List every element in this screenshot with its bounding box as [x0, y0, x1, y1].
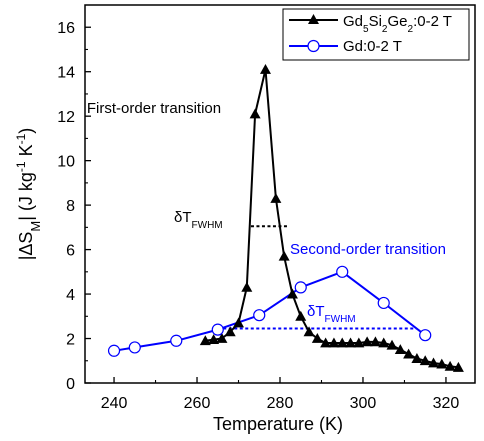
plot-frame	[84, 4, 476, 384]
annotation-fwhm-first: δTFWHM	[174, 209, 223, 231]
data-point-triangle	[336, 337, 348, 348]
data-point-triangle	[241, 281, 253, 292]
data-point-triangle	[452, 361, 464, 372]
data-point-triangle	[208, 334, 220, 345]
x-axis-ticks: 240 260 280 300 320	[101, 377, 460, 412]
data-point-circle	[419, 329, 432, 342]
data-point-triangle	[303, 326, 315, 337]
legend-label-gd5si2ge2: Gd5Si2Ge2:0-2 T	[343, 13, 452, 35]
data-point-triangle	[411, 353, 423, 363]
data-point-triangle	[320, 337, 332, 348]
data-point-triangle	[444, 360, 456, 371]
series-line-1	[113, 270, 426, 352]
y-tick-label: 0	[66, 376, 75, 393]
data-point-circle	[128, 341, 141, 354]
data-point-circle	[170, 334, 183, 347]
legend-marker-gd5si2ge2	[308, 14, 319, 24]
data-point-circle	[107, 344, 121, 357]
annotation-second-order: Second-order transition	[290, 241, 446, 258]
data-point-triangle	[436, 358, 448, 369]
y-axis-ticks: 0 2 4 6 8 10 12 14 16	[57, 20, 91, 393]
annotation-first-order: First-order transition	[87, 100, 221, 117]
legend: Gd5Si2Ge2:0-2 T Gd:0-2 T	[282, 8, 470, 61]
data-point-triangle	[286, 288, 298, 299]
x-axis-label: Temperature (K)	[213, 414, 343, 434]
legend-marker-gd	[307, 39, 320, 53]
data-point-triangle	[295, 310, 307, 321]
data-point-triangle	[394, 344, 406, 355]
data-point-triangle	[216, 333, 228, 343]
data-point-triangle	[259, 63, 271, 74]
y-tick-label: 14	[57, 65, 75, 82]
x-tick-label: 280	[267, 395, 294, 412]
data-point-circle	[253, 309, 266, 322]
annotation-fwhm-second: δTFWHM	[307, 303, 356, 325]
data-point-triangle	[403, 348, 415, 359]
data-point-triangle	[199, 335, 211, 346]
data-point-circle	[294, 281, 307, 294]
data-point-triangle	[378, 337, 390, 348]
data-point-triangle	[428, 357, 440, 368]
y-tick-label: 12	[57, 109, 75, 126]
fwhm-lines	[217, 225, 417, 330]
data-point-triangle	[328, 337, 340, 348]
y-tick-label: 8	[66, 198, 75, 215]
data-point-triangle	[249, 108, 261, 119]
x-tick-label: 320	[433, 395, 460, 412]
y-tick-label: 10	[57, 154, 75, 171]
y-tick-label: 16	[57, 20, 75, 37]
y-tick-label: 2	[66, 332, 75, 349]
data-point-triangle	[233, 317, 245, 328]
data-point-triangle	[419, 355, 431, 366]
data-point-circle	[211, 323, 224, 336]
y-axis-label: |ΔSM| (J kg-1 K-1)	[14, 128, 43, 261]
data-point-circle	[377, 296, 390, 310]
data-point-triangle	[386, 339, 398, 350]
data-point-triangle	[270, 192, 282, 203]
y-tick-label: 6	[66, 243, 75, 260]
data-point-triangle	[311, 333, 323, 343]
data-point-circle	[336, 265, 349, 278]
data-point-triangle	[353, 337, 365, 348]
data-series	[107, 63, 464, 372]
data-point-triangle	[369, 336, 381, 347]
data-point-triangle	[278, 250, 290, 261]
x-tick-label: 300	[350, 395, 377, 412]
data-point-triangle	[345, 337, 357, 348]
data-point-triangle	[224, 326, 236, 337]
legend-label-gd: Gd:0-2 T	[343, 38, 402, 55]
data-point-triangle	[361, 336, 373, 347]
x-tick-label: 260	[184, 395, 211, 412]
x-tick-label: 240	[101, 395, 128, 412]
y-tick-label: 4	[66, 287, 75, 304]
